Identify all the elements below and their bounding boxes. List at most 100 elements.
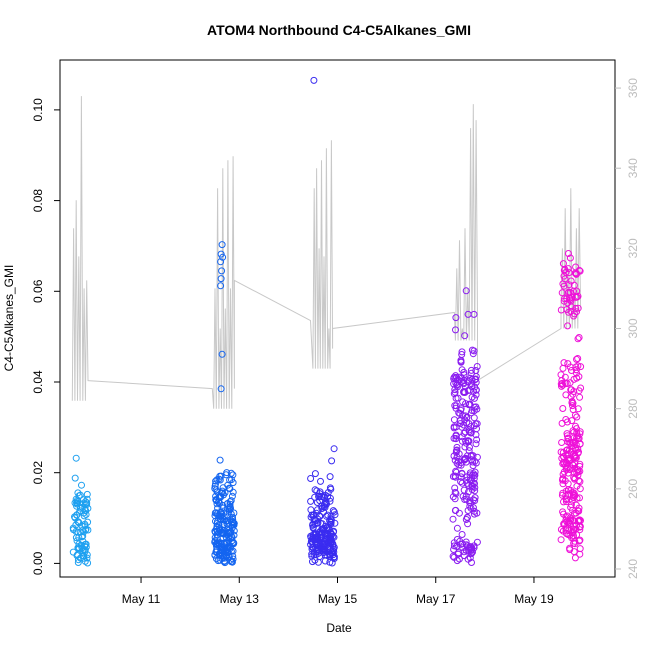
data-point bbox=[216, 476, 224, 484]
data-point bbox=[71, 514, 79, 522]
data-point bbox=[467, 456, 475, 464]
data-point bbox=[574, 355, 582, 362]
data-point bbox=[574, 362, 582, 370]
data-point bbox=[463, 419, 471, 427]
data-point bbox=[562, 391, 570, 399]
data-point bbox=[330, 508, 338, 516]
data-point bbox=[328, 457, 336, 465]
data-point bbox=[466, 502, 474, 510]
data-point bbox=[316, 492, 324, 500]
data-point bbox=[83, 490, 91, 498]
data-point bbox=[576, 523, 584, 531]
data-point bbox=[462, 516, 470, 523]
data-point bbox=[574, 435, 582, 442]
data-point bbox=[211, 538, 219, 546]
data-point bbox=[214, 504, 222, 512]
data-point bbox=[571, 452, 579, 460]
y2-tick-label: 260 bbox=[626, 478, 640, 498]
data-point bbox=[80, 528, 88, 536]
data-point bbox=[461, 332, 469, 340]
series-flight-1 bbox=[69, 454, 92, 567]
data-point bbox=[455, 461, 463, 469]
data-point bbox=[467, 423, 475, 431]
data-point bbox=[456, 420, 464, 428]
data-point bbox=[450, 373, 458, 381]
data-point bbox=[224, 544, 232, 551]
data-point bbox=[563, 518, 571, 526]
y2-tick-label: 240 bbox=[626, 559, 640, 579]
data-point bbox=[314, 506, 321, 514]
data-point bbox=[558, 419, 566, 427]
y-tick-label: 0.04 bbox=[31, 370, 45, 394]
data-point bbox=[212, 486, 220, 494]
data-point bbox=[467, 545, 475, 553]
data-point bbox=[458, 351, 466, 358]
data-point bbox=[562, 498, 570, 506]
data-point bbox=[453, 542, 461, 550]
data-point bbox=[217, 472, 225, 480]
data-point bbox=[323, 531, 331, 539]
data-point bbox=[330, 545, 338, 553]
y2-axis: 240 260 280 300 320 340 360 bbox=[615, 78, 640, 579]
data-point bbox=[317, 477, 324, 485]
data-point bbox=[569, 525, 577, 533]
y-tick-label: 0.06 bbox=[31, 279, 45, 303]
data-point bbox=[218, 267, 226, 275]
data-point bbox=[571, 540, 579, 548]
data-point bbox=[566, 254, 574, 262]
data-point bbox=[217, 250, 225, 258]
data-point bbox=[320, 503, 328, 510]
data-point bbox=[564, 250, 572, 257]
data-point bbox=[213, 510, 221, 517]
data-point bbox=[570, 281, 578, 289]
data-point bbox=[573, 413, 581, 421]
data-point bbox=[574, 432, 582, 440]
data-point bbox=[467, 452, 475, 460]
data-point bbox=[467, 366, 475, 374]
data-point bbox=[466, 374, 474, 382]
data-point bbox=[571, 411, 579, 419]
data-point bbox=[564, 360, 572, 368]
data-point bbox=[570, 388, 578, 395]
data-point bbox=[213, 500, 221, 508]
data-point bbox=[557, 526, 565, 533]
data-point bbox=[309, 520, 317, 528]
data-point bbox=[574, 335, 582, 343]
data-point bbox=[559, 480, 567, 488]
data-point bbox=[313, 534, 321, 542]
data-point bbox=[569, 427, 577, 435]
data-point bbox=[75, 518, 82, 526]
data-point bbox=[468, 376, 476, 384]
data-point bbox=[576, 545, 584, 553]
data-point bbox=[568, 386, 575, 394]
data-point bbox=[461, 388, 468, 396]
data-point bbox=[559, 405, 567, 412]
data-point bbox=[73, 537, 81, 545]
data-point bbox=[565, 527, 573, 535]
data-points-layer bbox=[69, 76, 585, 567]
data-point bbox=[564, 486, 572, 494]
data-point bbox=[225, 553, 233, 561]
data-point bbox=[449, 515, 457, 523]
data-point bbox=[453, 453, 461, 461]
data-point bbox=[560, 460, 568, 468]
data-point bbox=[452, 326, 459, 334]
data-point bbox=[455, 457, 462, 465]
data-point bbox=[557, 306, 565, 314]
data-point bbox=[226, 485, 234, 493]
data-point bbox=[574, 304, 582, 312]
data-point bbox=[78, 481, 85, 489]
x-tick-label: May 13 bbox=[220, 592, 260, 606]
y-tick-label: 0.02 bbox=[31, 461, 45, 485]
data-point bbox=[212, 477, 220, 485]
data-point bbox=[471, 394, 478, 402]
data-point bbox=[560, 282, 568, 290]
series-flight-3 bbox=[307, 76, 339, 567]
data-point bbox=[323, 512, 330, 520]
data-point bbox=[220, 491, 228, 499]
data-point bbox=[462, 287, 470, 295]
data-point bbox=[467, 549, 475, 556]
data-point bbox=[457, 358, 465, 366]
data-point bbox=[82, 498, 89, 506]
data-point bbox=[465, 488, 472, 496]
